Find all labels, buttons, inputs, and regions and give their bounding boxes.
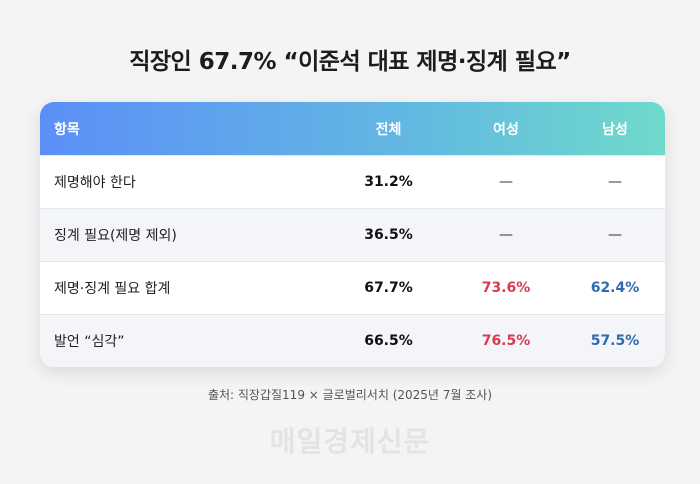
cell-female: —	[499, 174, 513, 190]
chart-title: 직장인 67.7% “이준석 대표 제명·징계 필요”	[129, 49, 571, 75]
cell-total: 67.7%	[364, 280, 413, 296]
cell-total: 36.5%	[364, 227, 413, 243]
row-label: 제명·징계 필요 합계	[54, 281, 171, 297]
table-row: 제명·징계 필요 합계 67.7% 73.6% 62.4%	[40, 261, 665, 314]
cell-total: 66.5%	[364, 333, 413, 349]
data-table: 항목 전체 여성 남성 제명해야 한다 31.2% — — 징계 필요(제명 제…	[40, 102, 665, 367]
cell-female: 76.5%	[481, 333, 531, 349]
table-header: 항목 전체 여성 남성	[40, 102, 665, 155]
table-row: 제명해야 한다 31.2% — —	[40, 155, 665, 208]
table-row: 징계 필요(제명 제외) 36.5% — —	[40, 208, 665, 261]
cell-male: —	[608, 227, 622, 243]
cell-male: 62.4%	[590, 280, 640, 296]
column-header-total: 전체	[375, 121, 402, 138]
row-label: 제명해야 한다	[54, 175, 136, 191]
column-header-item: 항목	[54, 121, 80, 138]
source-note: 출처: 직장갑질119 × 글로벌리서치 (2025년 7월 조사)	[207, 388, 493, 402]
cell-female: 73.6%	[481, 280, 531, 296]
column-header-female: 여성	[493, 121, 519, 138]
column-header-male: 남성	[602, 121, 628, 138]
cell-male: 57.5%	[590, 333, 640, 349]
publisher-watermark: 매일경제신문	[269, 425, 431, 458]
row-label: 징계 필요(제명 제외)	[54, 228, 177, 244]
cell-female: —	[499, 227, 513, 243]
row-label: 발언 “심각”	[54, 334, 125, 350]
table-row: 발언 “심각” 66.5% 76.5% 57.5%	[40, 314, 665, 367]
cell-male: —	[608, 174, 622, 190]
cell-total: 31.2%	[364, 174, 413, 190]
